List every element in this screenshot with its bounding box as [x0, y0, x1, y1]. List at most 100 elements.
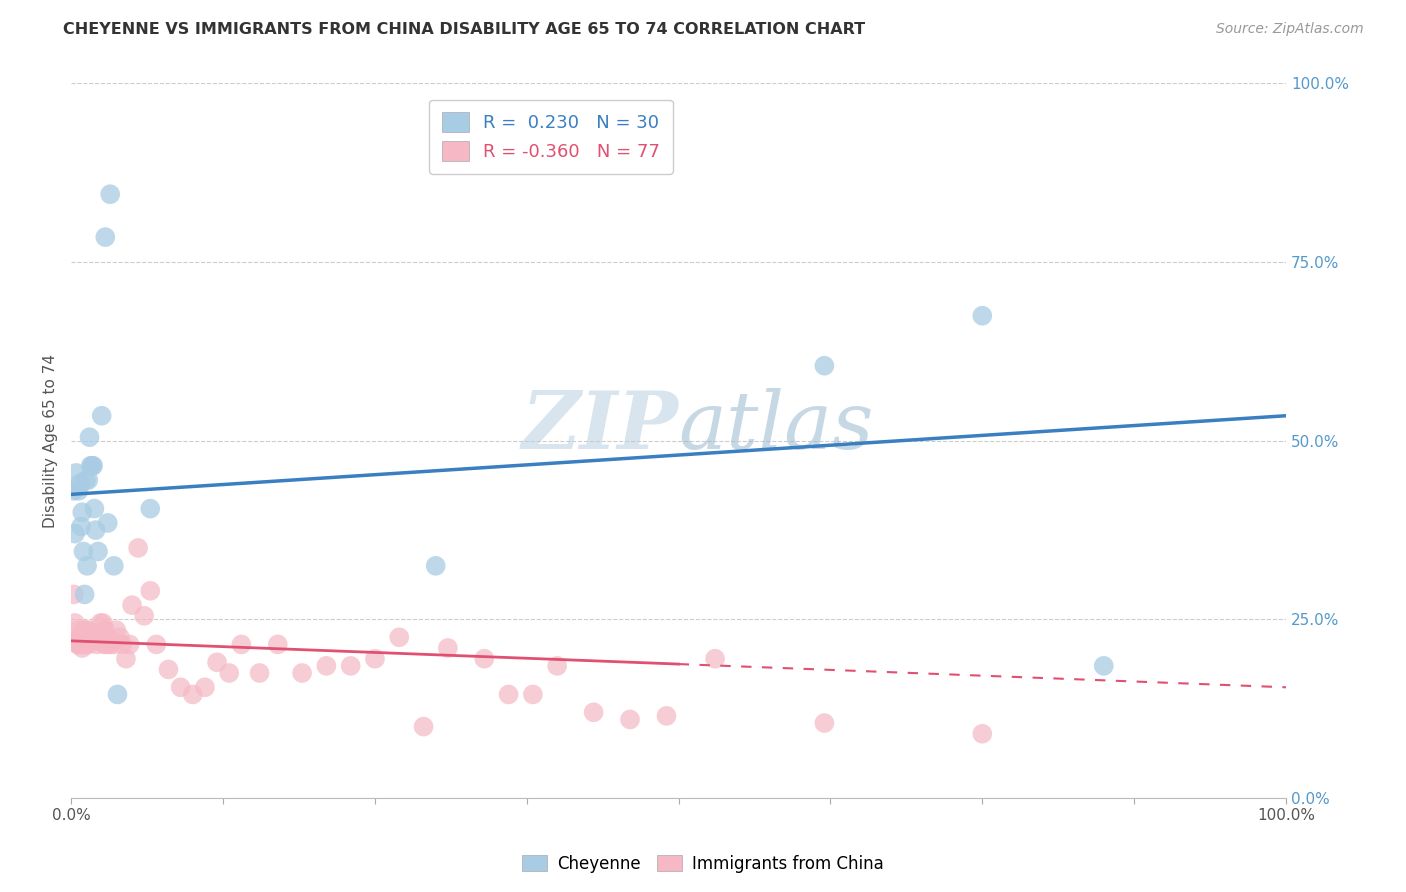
Point	[63, 526, 86, 541]
Point	[813, 716, 835, 731]
Point	[76, 558, 98, 573]
Point	[75, 637, 97, 651]
Point	[425, 558, 447, 573]
Point	[90, 409, 112, 423]
Point	[522, 688, 544, 702]
Point	[94, 623, 117, 637]
Point	[97, 630, 120, 644]
Point	[97, 516, 120, 530]
Legend: R =  0.230   N = 30, R = -0.360   N = 77: R = 0.230 N = 30, R = -0.360 N = 77	[429, 100, 673, 174]
Point	[704, 651, 727, 665]
Point	[813, 359, 835, 373]
Point	[139, 583, 162, 598]
Point	[84, 630, 107, 644]
Point	[62, 483, 84, 498]
Text: CHEYENNE VS IMMIGRANTS FROM CHINA DISABILITY AGE 65 TO 74 CORRELATION CHART: CHEYENNE VS IMMIGRANTS FROM CHINA DISABI…	[63, 22, 866, 37]
Point	[73, 587, 96, 601]
Point	[84, 523, 107, 537]
Point	[83, 626, 105, 640]
Point	[75, 473, 97, 487]
Point	[70, 519, 93, 533]
Point	[80, 458, 103, 473]
Point	[69, 633, 91, 648]
Point	[107, 688, 129, 702]
Point	[291, 665, 314, 680]
Point	[80, 458, 103, 473]
Point	[181, 688, 204, 702]
Point	[96, 637, 118, 651]
Point	[972, 727, 994, 741]
Point	[194, 681, 217, 695]
Point	[62, 587, 84, 601]
Y-axis label: Disability Age 65 to 74: Disability Age 65 to 74	[44, 354, 58, 528]
Point	[86, 637, 108, 651]
Point	[231, 637, 253, 651]
Point	[70, 630, 93, 644]
Point	[1092, 658, 1115, 673]
Point	[139, 501, 162, 516]
Point	[77, 637, 100, 651]
Point	[80, 630, 103, 644]
Point	[145, 637, 167, 651]
Point	[388, 630, 411, 644]
Point	[205, 655, 228, 669]
Point	[94, 230, 117, 244]
Point	[267, 637, 290, 651]
Point	[93, 637, 115, 651]
Point	[87, 544, 110, 558]
Point	[218, 665, 240, 680]
Point	[364, 651, 387, 665]
Point	[72, 544, 94, 558]
Point	[70, 505, 93, 519]
Point	[67, 483, 90, 498]
Point	[103, 637, 125, 651]
Point	[89, 615, 111, 630]
Point	[70, 640, 93, 655]
Point	[127, 541, 149, 555]
Point	[89, 633, 111, 648]
Point	[315, 658, 337, 673]
Point	[69, 476, 91, 491]
Point	[103, 558, 125, 573]
Point	[73, 626, 96, 640]
Point	[582, 706, 605, 720]
Point	[98, 187, 121, 202]
Point	[66, 637, 89, 651]
Point	[83, 501, 105, 516]
Point	[65, 633, 87, 648]
Point	[77, 473, 100, 487]
Point	[73, 630, 96, 644]
Point	[79, 430, 101, 444]
Point	[75, 623, 97, 637]
Point	[82, 458, 104, 473]
Point	[115, 651, 138, 665]
Point	[70, 637, 93, 651]
Point	[169, 681, 191, 695]
Point	[76, 630, 98, 644]
Point	[66, 623, 89, 637]
Point	[437, 640, 460, 655]
Text: Source: ZipAtlas.com: Source: ZipAtlas.com	[1216, 22, 1364, 37]
Point	[118, 637, 141, 651]
Point	[100, 633, 122, 648]
Point	[472, 651, 495, 665]
Point	[72, 637, 94, 651]
Point	[67, 633, 90, 648]
Point	[63, 615, 86, 630]
Point	[157, 662, 180, 676]
Point	[111, 637, 134, 651]
Point	[121, 598, 143, 612]
Point	[87, 626, 110, 640]
Point	[972, 309, 994, 323]
Point	[77, 623, 100, 637]
Point	[65, 466, 87, 480]
Point	[90, 626, 112, 640]
Legend: Cheyenne, Immigrants from China: Cheyenne, Immigrants from China	[516, 848, 890, 880]
Text: atlas: atlas	[679, 388, 875, 466]
Point	[76, 633, 98, 648]
Point	[79, 633, 101, 648]
Point	[134, 608, 156, 623]
Point	[105, 623, 128, 637]
Point	[498, 688, 520, 702]
Point	[70, 630, 93, 644]
